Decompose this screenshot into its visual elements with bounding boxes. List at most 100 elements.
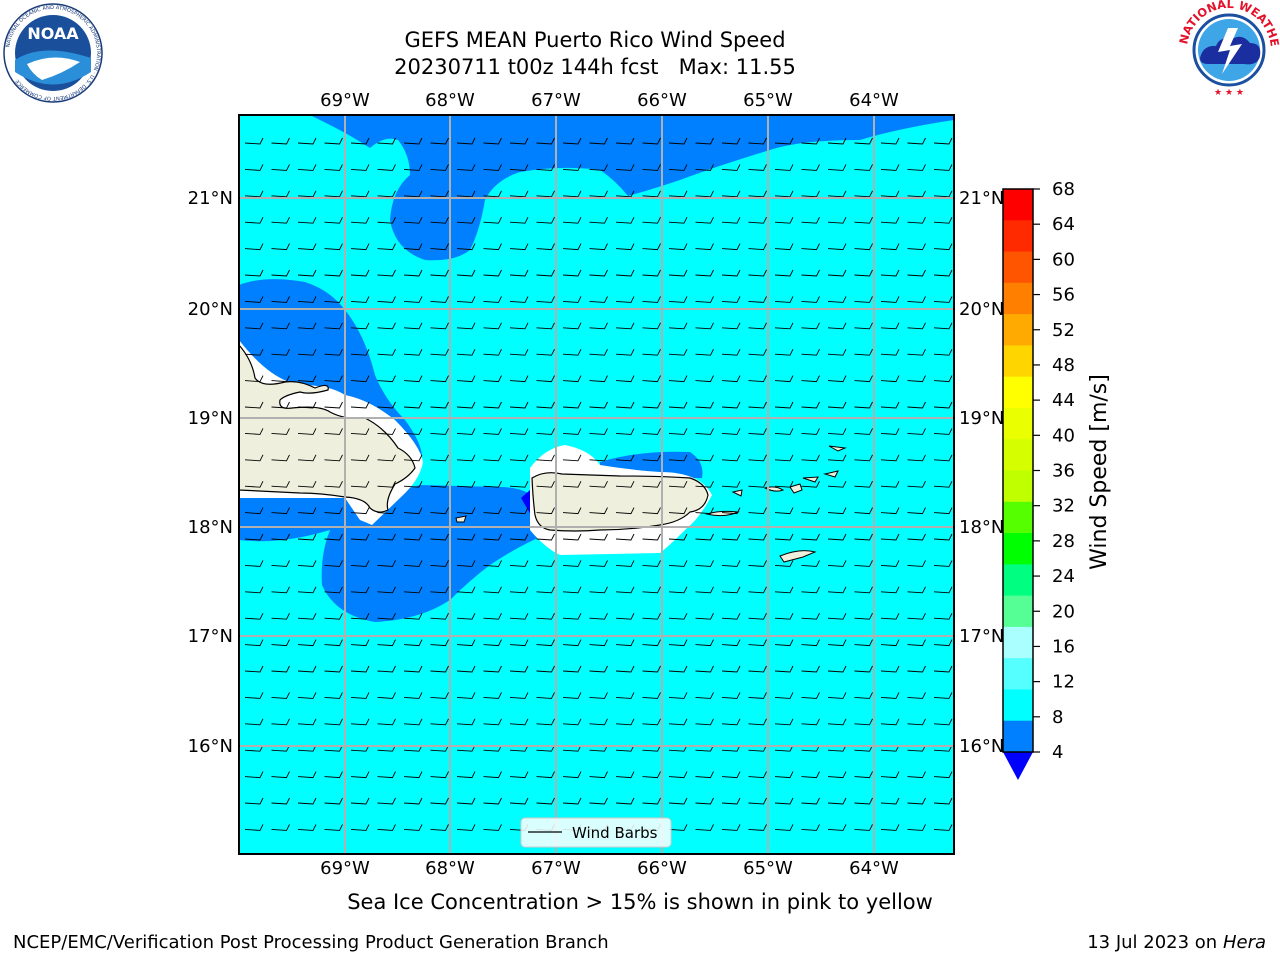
wind-barb bbox=[880, 190, 900, 198]
wind-barb bbox=[403, 454, 423, 462]
wind-barb bbox=[748, 480, 767, 488]
wind-barb bbox=[509, 296, 529, 303]
wind-barb bbox=[244, 348, 264, 356]
wind-barb bbox=[403, 718, 423, 726]
wind-barb bbox=[350, 243, 370, 251]
wind-barb bbox=[721, 507, 741, 515]
wind-barb bbox=[350, 744, 370, 752]
wind-barb bbox=[377, 375, 396, 383]
wind-barb bbox=[801, 428, 820, 435]
footer-host: Hera bbox=[1222, 932, 1266, 953]
wind-barb bbox=[827, 190, 847, 198]
wind-barb bbox=[748, 639, 767, 647]
wind-barb bbox=[350, 480, 370, 488]
wind-barb bbox=[748, 348, 767, 356]
wind-barb bbox=[244, 639, 264, 647]
wind-barb bbox=[774, 269, 794, 277]
wind-barb bbox=[271, 375, 290, 383]
wind-barb bbox=[271, 137, 290, 145]
wind-barb bbox=[933, 428, 953, 435]
wind-barb bbox=[377, 718, 396, 726]
wind-barb bbox=[615, 190, 635, 198]
wind-barb bbox=[642, 480, 661, 488]
wind-barb bbox=[297, 718, 317, 726]
lon-label-bottom: 66°W bbox=[637, 858, 687, 879]
wind-barb bbox=[536, 454, 555, 462]
wind-barb bbox=[244, 190, 264, 198]
wind-barb bbox=[695, 639, 714, 647]
wind-barb bbox=[271, 692, 290, 699]
wind-barb bbox=[907, 137, 926, 145]
wind-barb bbox=[271, 586, 290, 594]
wind-barb bbox=[377, 824, 396, 831]
wind-barb bbox=[933, 692, 953, 699]
wind-barb bbox=[642, 718, 661, 726]
wind-barb bbox=[297, 348, 317, 356]
wind-barb bbox=[774, 401, 794, 409]
legend-label: Wind Barbs bbox=[572, 824, 658, 842]
wind-barb bbox=[668, 665, 688, 673]
wind-barb bbox=[668, 401, 688, 409]
lon-label-bottom: 64°W bbox=[849, 858, 899, 879]
wind-barb bbox=[297, 665, 317, 673]
wind-barb bbox=[562, 190, 582, 198]
wind-field-blue-south bbox=[239, 485, 545, 622]
wind-barb bbox=[562, 401, 582, 409]
wind-barb bbox=[668, 718, 688, 726]
wind-barb bbox=[748, 296, 767, 303]
wind-barb bbox=[907, 692, 926, 699]
wind-barb bbox=[430, 322, 449, 330]
wind-barb bbox=[854, 612, 873, 620]
wind-barb bbox=[536, 744, 555, 752]
wind-barb bbox=[562, 665, 582, 673]
wind-barb bbox=[642, 639, 661, 647]
wind-barb bbox=[827, 718, 847, 726]
map-legend: Wind Barbs bbox=[520, 817, 672, 848]
wind-barb bbox=[377, 744, 396, 752]
wind-barb bbox=[589, 744, 608, 752]
wind-barb bbox=[536, 243, 555, 251]
wind-barb bbox=[271, 454, 290, 462]
wind-barb bbox=[377, 322, 396, 330]
wind-barb bbox=[271, 480, 290, 488]
lon-label-bottom: 67°W bbox=[531, 858, 581, 879]
wind-barb bbox=[907, 322, 926, 330]
wind-barb bbox=[615, 164, 635, 171]
wind-barb bbox=[774, 137, 794, 145]
wind-barb bbox=[642, 586, 661, 594]
wind-barb bbox=[562, 560, 582, 567]
wind-barb bbox=[589, 401, 608, 409]
wind-barb bbox=[244, 744, 264, 752]
wind-barb bbox=[350, 560, 370, 567]
wind-barb bbox=[907, 269, 926, 277]
wind-barb bbox=[244, 216, 264, 224]
lon-label-top: 68°W bbox=[425, 90, 475, 111]
wind-barb bbox=[244, 533, 264, 541]
wind-barb bbox=[244, 480, 264, 488]
wind-barb bbox=[589, 137, 608, 145]
wind-barb bbox=[748, 718, 767, 726]
lat-label-left: 21°N bbox=[188, 188, 233, 209]
wind-barb bbox=[642, 375, 661, 383]
wind-barb bbox=[589, 507, 608, 515]
wind-barb bbox=[721, 322, 741, 330]
wind-barb bbox=[324, 454, 343, 462]
colorbar-segment bbox=[1003, 501, 1033, 534]
wind-barb bbox=[880, 454, 900, 462]
wind-barb bbox=[774, 216, 794, 224]
colorbar-tick-label: 20 bbox=[1052, 601, 1075, 622]
wind-barb bbox=[324, 243, 343, 251]
wind-barb bbox=[880, 665, 900, 673]
wind-barb bbox=[297, 137, 317, 145]
wind-barb bbox=[827, 401, 847, 409]
wind-barb bbox=[721, 137, 741, 145]
colorbar-tick-label: 8 bbox=[1052, 707, 1063, 728]
wind-barb bbox=[642, 296, 661, 303]
wind-barb bbox=[880, 269, 900, 277]
wind-barb bbox=[271, 428, 290, 435]
wind-barb bbox=[774, 454, 794, 462]
wind-barb bbox=[774, 533, 794, 541]
wind-barb bbox=[589, 560, 608, 567]
colorbar: 68 64 60 56 52 48 44 40 36 32 28 24 20 16 12 8 4 Wind Sp… bbox=[1002, 179, 1112, 780]
wind-barb bbox=[854, 718, 873, 726]
